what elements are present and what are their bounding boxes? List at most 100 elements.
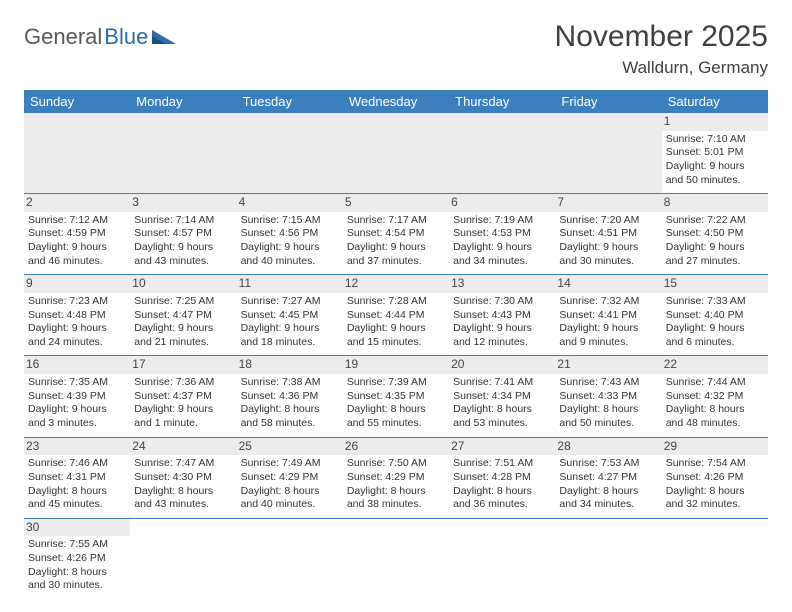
daylight-label: and 18 minutes. (241, 336, 339, 350)
sunset-label: Sunset: 4:29 PM (241, 471, 339, 485)
sunset-label: Sunset: 4:34 PM (453, 390, 551, 404)
calendar-day-cell: 14Sunrise: 7:32 AMSunset: 4:41 PMDayligh… (555, 275, 661, 356)
sunset-label: Sunset: 5:01 PM (666, 146, 764, 160)
calendar-day-cell: 4Sunrise: 7:15 AMSunset: 4:56 PMDaylight… (237, 194, 343, 275)
calendar-day-cell: 8Sunrise: 7:22 AMSunset: 4:50 PMDaylight… (662, 194, 768, 275)
month-title: November 2025 (555, 20, 768, 54)
daylight-label: Daylight: 8 hours (28, 566, 126, 580)
calendar-day-cell: 3Sunrise: 7:14 AMSunset: 4:57 PMDaylight… (130, 194, 236, 275)
weekday-header: Tuesday (237, 90, 343, 113)
sunset-label: Sunset: 4:26 PM (666, 471, 764, 485)
weekday-header: Monday (130, 90, 236, 113)
calendar-day-cell: 27Sunrise: 7:51 AMSunset: 4:28 PMDayligh… (449, 437, 555, 518)
calendar-day-cell: 16Sunrise: 7:35 AMSunset: 4:39 PMDayligh… (24, 356, 130, 437)
day-number: 17 (130, 356, 236, 374)
calendar-day-cell: 26Sunrise: 7:50 AMSunset: 4:29 PMDayligh… (343, 437, 449, 518)
sunset-label: Sunset: 4:47 PM (134, 309, 232, 323)
calendar-table: SundayMondayTuesdayWednesdayThursdayFrid… (24, 90, 768, 599)
daylight-label: and 40 minutes. (241, 498, 339, 512)
day-number: 12 (343, 275, 449, 293)
sunset-label: Sunset: 4:30 PM (134, 471, 232, 485)
sunrise-label: Sunrise: 7:22 AM (666, 214, 764, 228)
day-number: 20 (449, 356, 555, 374)
sunrise-label: Sunrise: 7:49 AM (241, 457, 339, 471)
sunrise-label: Sunrise: 7:30 AM (453, 295, 551, 309)
daylight-label: and 21 minutes. (134, 336, 232, 350)
calendar-day-cell: 7Sunrise: 7:20 AMSunset: 4:51 PMDaylight… (555, 194, 661, 275)
daylight-label: Daylight: 8 hours (453, 485, 551, 499)
sunset-label: Sunset: 4:59 PM (28, 227, 126, 241)
sunrise-label: Sunrise: 7:20 AM (559, 214, 657, 228)
daylight-label: Daylight: 8 hours (241, 403, 339, 417)
day-number: 29 (662, 438, 768, 456)
daylight-label: Daylight: 8 hours (559, 485, 657, 499)
sunrise-label: Sunrise: 7:15 AM (241, 214, 339, 228)
sunset-label: Sunset: 4:44 PM (347, 309, 445, 323)
daylight-label: Daylight: 9 hours (347, 322, 445, 336)
calendar-week-row: 16Sunrise: 7:35 AMSunset: 4:39 PMDayligh… (24, 356, 768, 437)
sunrise-label: Sunrise: 7:38 AM (241, 376, 339, 390)
calendar-day-cell: 21Sunrise: 7:43 AMSunset: 4:33 PMDayligh… (555, 356, 661, 437)
daylight-label: and 53 minutes. (453, 417, 551, 431)
calendar-empty-cell (555, 518, 661, 599)
day-number: 6 (449, 194, 555, 212)
daylight-label: Daylight: 9 hours (559, 241, 657, 255)
daylight-label: and 15 minutes. (347, 336, 445, 350)
daylight-label: and 3 minutes. (28, 417, 126, 431)
calendar-day-cell: 28Sunrise: 7:53 AMSunset: 4:27 PMDayligh… (555, 437, 661, 518)
daylight-label: and 6 minutes. (666, 336, 764, 350)
sunrise-label: Sunrise: 7:54 AM (666, 457, 764, 471)
daylight-label: Daylight: 9 hours (134, 322, 232, 336)
daylight-label: Daylight: 9 hours (28, 322, 126, 336)
sunrise-label: Sunrise: 7:46 AM (28, 457, 126, 471)
sunset-label: Sunset: 4:28 PM (453, 471, 551, 485)
daylight-label: Daylight: 9 hours (134, 403, 232, 417)
calendar-day-cell: 12Sunrise: 7:28 AMSunset: 4:44 PMDayligh… (343, 275, 449, 356)
daylight-label: and 30 minutes. (28, 579, 126, 593)
sunset-label: Sunset: 4:57 PM (134, 227, 232, 241)
daylight-label: Daylight: 8 hours (666, 403, 764, 417)
calendar-day-cell: 23Sunrise: 7:46 AMSunset: 4:31 PMDayligh… (24, 437, 130, 518)
sunset-label: Sunset: 4:56 PM (241, 227, 339, 241)
daylight-label: and 50 minutes. (666, 174, 764, 188)
sunrise-label: Sunrise: 7:10 AM (666, 133, 764, 147)
calendar-day-cell: 30Sunrise: 7:55 AMSunset: 4:26 PMDayligh… (24, 518, 130, 599)
daylight-label: and 58 minutes. (241, 417, 339, 431)
calendar-day-cell: 17Sunrise: 7:36 AMSunset: 4:37 PMDayligh… (130, 356, 236, 437)
day-number: 24 (130, 438, 236, 456)
calendar-empty-cell (130, 113, 236, 194)
daylight-label: Daylight: 9 hours (241, 322, 339, 336)
calendar-day-cell: 25Sunrise: 7:49 AMSunset: 4:29 PMDayligh… (237, 437, 343, 518)
calendar-week-row: 1Sunrise: 7:10 AMSunset: 5:01 PMDaylight… (24, 113, 768, 194)
day-number: 28 (555, 438, 661, 456)
sunset-label: Sunset: 4:27 PM (559, 471, 657, 485)
sunset-label: Sunset: 4:32 PM (666, 390, 764, 404)
sunrise-label: Sunrise: 7:44 AM (666, 376, 764, 390)
daylight-label: Daylight: 9 hours (453, 241, 551, 255)
calendar-day-cell: 29Sunrise: 7:54 AMSunset: 4:26 PMDayligh… (662, 437, 768, 518)
sunrise-label: Sunrise: 7:39 AM (347, 376, 445, 390)
daylight-label: and 37 minutes. (347, 255, 445, 269)
sunset-label: Sunset: 4:33 PM (559, 390, 657, 404)
daylight-label: and 34 minutes. (453, 255, 551, 269)
daylight-label: Daylight: 8 hours (666, 485, 764, 499)
daylight-label: Daylight: 8 hours (241, 485, 339, 499)
sunset-label: Sunset: 4:39 PM (28, 390, 126, 404)
sunrise-label: Sunrise: 7:23 AM (28, 295, 126, 309)
sunset-label: Sunset: 4:43 PM (453, 309, 551, 323)
calendar-empty-cell (662, 518, 768, 599)
day-number: 27 (449, 438, 555, 456)
daylight-label: Daylight: 9 hours (134, 241, 232, 255)
calendar-empty-cell (130, 518, 236, 599)
sunrise-label: Sunrise: 7:51 AM (453, 457, 551, 471)
calendar-day-cell: 20Sunrise: 7:41 AMSunset: 4:34 PMDayligh… (449, 356, 555, 437)
calendar-day-cell: 18Sunrise: 7:38 AMSunset: 4:36 PMDayligh… (237, 356, 343, 437)
sunrise-label: Sunrise: 7:55 AM (28, 538, 126, 552)
daylight-label: Daylight: 9 hours (666, 241, 764, 255)
sunset-label: Sunset: 4:54 PM (347, 227, 445, 241)
daylight-label: and 1 minute. (134, 417, 232, 431)
day-number: 26 (343, 438, 449, 456)
daylight-label: and 27 minutes. (666, 255, 764, 269)
daylight-label: and 43 minutes. (134, 255, 232, 269)
daylight-label: Daylight: 9 hours (559, 322, 657, 336)
